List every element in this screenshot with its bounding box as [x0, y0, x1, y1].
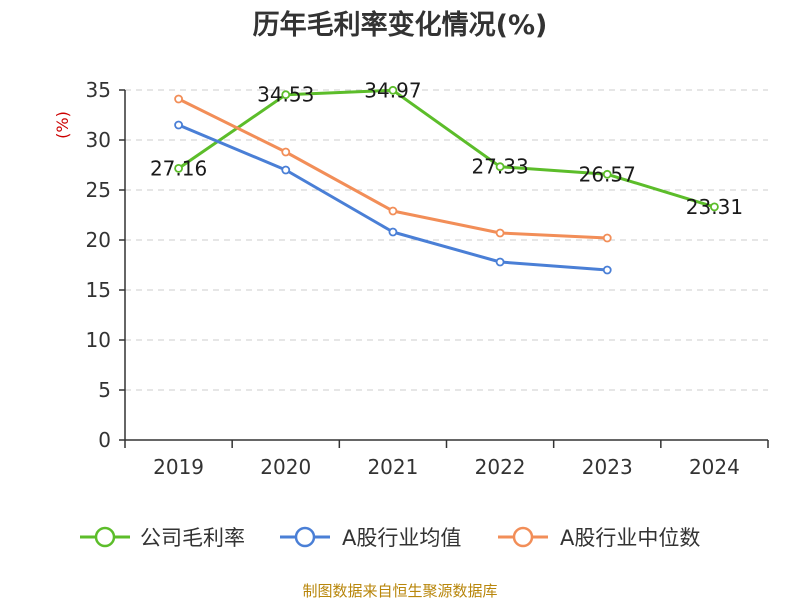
y-tick-label: 20: [86, 228, 111, 252]
data-label: 27.16: [150, 156, 207, 180]
legend-label: A股行业均值: [342, 526, 461, 550]
legend-marker-icon: [512, 526, 534, 548]
series-lines: [174, 85, 719, 275]
legend-marker-icon: [94, 526, 116, 548]
y-tick-label: 25: [86, 178, 111, 202]
legend-marker-icon: [294, 526, 316, 548]
legend-label: A股行业中位数: [560, 526, 700, 550]
data-point: [174, 120, 183, 130]
data-label: 26.57: [579, 162, 636, 186]
data-labels: 27.16 34.53 34.97 27.33 26.57 23.31: [150, 78, 743, 219]
data-point: [495, 228, 505, 238]
grid-lines: [125, 89, 768, 391]
x-tick-label: 2023: [582, 455, 633, 479]
x-tick-label: 2022: [475, 455, 526, 479]
data-point: [495, 257, 505, 267]
y-tick-label: 30: [86, 128, 111, 152]
data-label: 34.53: [257, 83, 314, 107]
data-point: [388, 206, 398, 216]
y-tick-label: 35: [86, 78, 111, 102]
y-axis-unit: (%): [53, 111, 72, 139]
data-point: [602, 233, 612, 243]
series-line-0: [177, 88, 715, 209]
data-point: [174, 94, 183, 104]
y-tick-label: 10: [86, 328, 111, 352]
source-note: 制图数据来自恒生聚源数据库: [302, 582, 497, 600]
data-point: [388, 227, 398, 237]
chart-title: 历年毛利率变化情况(%): [253, 9, 548, 41]
legend-item-2[interactable]: A股行业中位数: [498, 526, 700, 550]
data-label: 27.33: [471, 155, 528, 179]
data-point: [602, 169, 612, 179]
data-label: 23.31: [686, 195, 743, 219]
data-point: [174, 163, 183, 173]
data-point: [602, 265, 612, 275]
data-point: [281, 90, 291, 100]
legend[interactable]: 公司毛利率 A股行业均值 A股行业中位数: [80, 526, 700, 550]
x-tick-label: 2020: [260, 455, 311, 479]
axes: 0 5 10 15 20 25 30 35 2019 2020 2021 2022 2023 2024: [86, 78, 769, 479]
data-point: [495, 162, 505, 172]
data-point: [388, 85, 398, 95]
data-label: 34.97: [364, 78, 421, 102]
y-tick-label: 5: [98, 378, 111, 402]
series-line-1: [178, 123, 608, 272]
data-point: [710, 202, 719, 212]
legend-item-0[interactable]: 公司毛利率: [80, 526, 245, 550]
data-point: [281, 147, 291, 157]
legend-item-1[interactable]: A股行业均值: [280, 526, 461, 550]
x-tick-label: 2019: [153, 455, 204, 479]
y-tick-label: 0: [98, 428, 111, 452]
x-tick-label: 2021: [367, 455, 418, 479]
y-tick-label: 15: [86, 278, 111, 302]
data-point: [281, 165, 291, 175]
legend-label: 公司毛利率: [140, 526, 245, 550]
x-tick-label: 2024: [689, 455, 740, 479]
